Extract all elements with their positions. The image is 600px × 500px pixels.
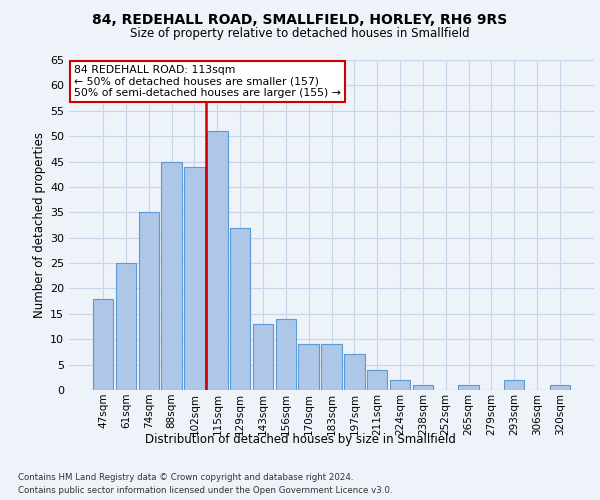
Bar — [413, 385, 433, 390]
Bar — [321, 344, 342, 390]
Text: 84, REDEHALL ROAD, SMALLFIELD, HORLEY, RH6 9RS: 84, REDEHALL ROAD, SMALLFIELD, HORLEY, R… — [92, 12, 508, 26]
Bar — [184, 166, 205, 390]
Bar — [275, 319, 296, 390]
Bar — [504, 380, 524, 390]
Bar — [367, 370, 388, 390]
Bar — [458, 385, 479, 390]
Y-axis label: Number of detached properties: Number of detached properties — [33, 132, 46, 318]
Text: Distribution of detached houses by size in Smallfield: Distribution of detached houses by size … — [145, 432, 455, 446]
Bar — [139, 212, 159, 390]
Bar — [253, 324, 273, 390]
Text: Contains public sector information licensed under the Open Government Licence v3: Contains public sector information licen… — [18, 486, 392, 495]
Bar — [390, 380, 410, 390]
Text: Size of property relative to detached houses in Smallfield: Size of property relative to detached ho… — [130, 28, 470, 40]
Bar — [298, 344, 319, 390]
Text: 84 REDEHALL ROAD: 113sqm
← 50% of detached houses are smaller (157)
50% of semi-: 84 REDEHALL ROAD: 113sqm ← 50% of detach… — [74, 65, 341, 98]
Bar — [161, 162, 182, 390]
Bar — [207, 131, 227, 390]
Bar — [116, 263, 136, 390]
Text: Contains HM Land Registry data © Crown copyright and database right 2024.: Contains HM Land Registry data © Crown c… — [18, 472, 353, 482]
Bar — [550, 385, 570, 390]
Bar — [93, 298, 113, 390]
Bar — [230, 228, 250, 390]
Bar — [344, 354, 365, 390]
